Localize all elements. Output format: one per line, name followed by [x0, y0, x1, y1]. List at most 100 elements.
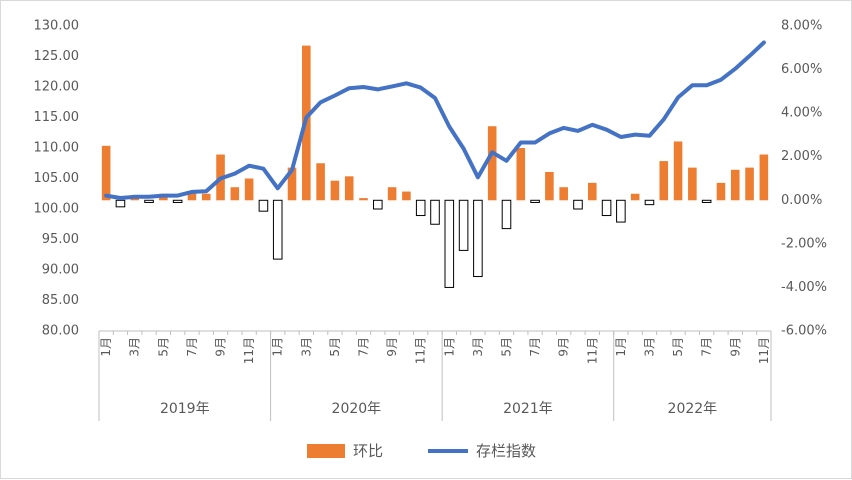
bar-38: [644, 199, 655, 206]
y-left-tick-label: 115.00: [34, 110, 80, 125]
bar-29: [516, 148, 526, 201]
x-tick-label: 11月: [585, 337, 599, 364]
y-left-tick-label: 125.00: [34, 49, 80, 64]
bar-3: [144, 199, 154, 203]
bar-36: [616, 199, 626, 223]
bar-44: [730, 169, 740, 201]
bar-27: [487, 126, 497, 201]
x-tick-label: 5月: [328, 337, 342, 357]
y-left-tick-label: 100.00: [34, 202, 80, 217]
year-label: 2021年: [503, 401, 553, 417]
bar-41: [688, 167, 697, 201]
bar-30: [530, 199, 540, 203]
bar-16: [330, 180, 340, 201]
year-label: 2019年: [160, 401, 210, 417]
legend-swatch-bar: [307, 444, 345, 458]
bar-series-环比: [101, 45, 769, 288]
bar-42: [701, 199, 712, 203]
bar-46: [759, 154, 769, 201]
x-tick-label: 9月: [728, 337, 742, 357]
bar-33: [573, 199, 583, 210]
bar-32: [559, 187, 568, 201]
bar-9: [230, 187, 240, 201]
y-left-tick-label: 90.00: [42, 263, 79, 278]
bar-45: [745, 167, 754, 201]
bar-22: [415, 199, 426, 217]
legend-label-bar: 环比: [353, 442, 383, 460]
bar-15: [316, 163, 325, 201]
bar-7: [201, 193, 211, 201]
bar-1: [115, 199, 126, 208]
legend-label-line: 存栏指数: [476, 442, 536, 460]
x-tick-label: 11月: [242, 337, 256, 364]
bar-11: [258, 199, 269, 212]
bar-20: [387, 187, 397, 201]
bar-6: [187, 191, 197, 201]
x-tick-label: 3月: [471, 337, 485, 357]
bar-24: [444, 199, 455, 288]
y-right-tick-label: -4.00%: [781, 280, 827, 295]
bar-37: [630, 193, 640, 201]
x-tick-label: 9月: [557, 337, 571, 357]
x-tick-label: 9月: [385, 337, 399, 357]
x-tick-label: 1月: [271, 337, 285, 357]
y-right-tick-label: 0.00%: [781, 193, 822, 208]
y-right-tick-label: 8.00%: [781, 19, 822, 34]
y-right-tick-label: 2.00%: [781, 149, 822, 164]
bar-5: [172, 199, 183, 203]
y-left-tick-label: 85.00: [42, 293, 79, 308]
bar-12: [272, 199, 283, 260]
x-tick-label: 5月: [671, 337, 685, 357]
bar-21: [402, 191, 411, 201]
line-series-存栏指数: [104, 40, 766, 200]
bar-31: [545, 171, 554, 201]
x-tick-label: 7月: [357, 337, 371, 357]
x-tick-label: 11月: [414, 337, 428, 364]
bar-23: [430, 199, 440, 225]
y-right-tick-label: 4.00%: [781, 106, 822, 121]
line-path: [104, 40, 766, 200]
bar-39: [659, 161, 669, 201]
bar-10: [244, 178, 254, 201]
y-left-tick-label: 110.00: [34, 141, 80, 156]
x-tick-label: 7月: [528, 337, 542, 357]
y-right-tick-label: 6.00%: [781, 62, 822, 77]
x-tick-label: 5月: [500, 337, 514, 357]
x-tick-label: 1月: [99, 337, 113, 357]
x-tick-label: 7月: [185, 337, 199, 357]
y-left-tick-label: 130.00: [34, 19, 80, 34]
y-left-tick-label: 120.00: [34, 80, 80, 95]
x-tick-label: 9月: [214, 337, 228, 357]
x-tick-label: 5月: [156, 337, 170, 357]
y-axis-left: 80.00 85.00 90.00 95.00 100.00 105.00 110.00 11…: [34, 19, 80, 339]
bar-0: [101, 145, 111, 201]
x-tick-label: 11月: [757, 337, 771, 364]
y-left-tick-label: 105.00: [34, 171, 80, 186]
bar-40: [673, 141, 683, 201]
bar-19: [373, 199, 383, 210]
x-tick-label: 1月: [614, 337, 628, 357]
x-tick-label: 1月: [442, 337, 456, 357]
bar-43: [716, 182, 726, 201]
x-axis: 1月 3月 5月 7月 9月 11月 2019年 1月 3月 5月 7月 9月 11月 2020年 1月 3月…: [98, 330, 772, 421]
x-tick-label: 3月: [643, 337, 657, 357]
year-label: 2020年: [332, 401, 382, 417]
year-label: 2022年: [668, 401, 718, 417]
x-tick-label: 3月: [128, 337, 142, 357]
legend: 环比 存栏指数: [307, 442, 536, 460]
bar-17: [344, 176, 354, 201]
bar-26: [473, 199, 483, 278]
x-tick-label: 3月: [299, 337, 313, 357]
y-left-tick-label: 95.00: [42, 232, 79, 247]
x-tick-label: 7月: [700, 337, 714, 357]
bar-18: [359, 198, 368, 201]
y-axis-right: -6.00% -4.00% -2.00% 0.00% 2.00% 4.00% 6.00% 8.…: [781, 19, 827, 339]
bar-35: [601, 199, 612, 217]
y-right-tick-label: -2.00%: [781, 236, 827, 251]
y-left-tick-label: 80.00: [42, 324, 79, 339]
y-right-tick-label: -6.00%: [781, 324, 827, 339]
bar-28: [501, 199, 512, 230]
bar-13: [287, 167, 297, 201]
